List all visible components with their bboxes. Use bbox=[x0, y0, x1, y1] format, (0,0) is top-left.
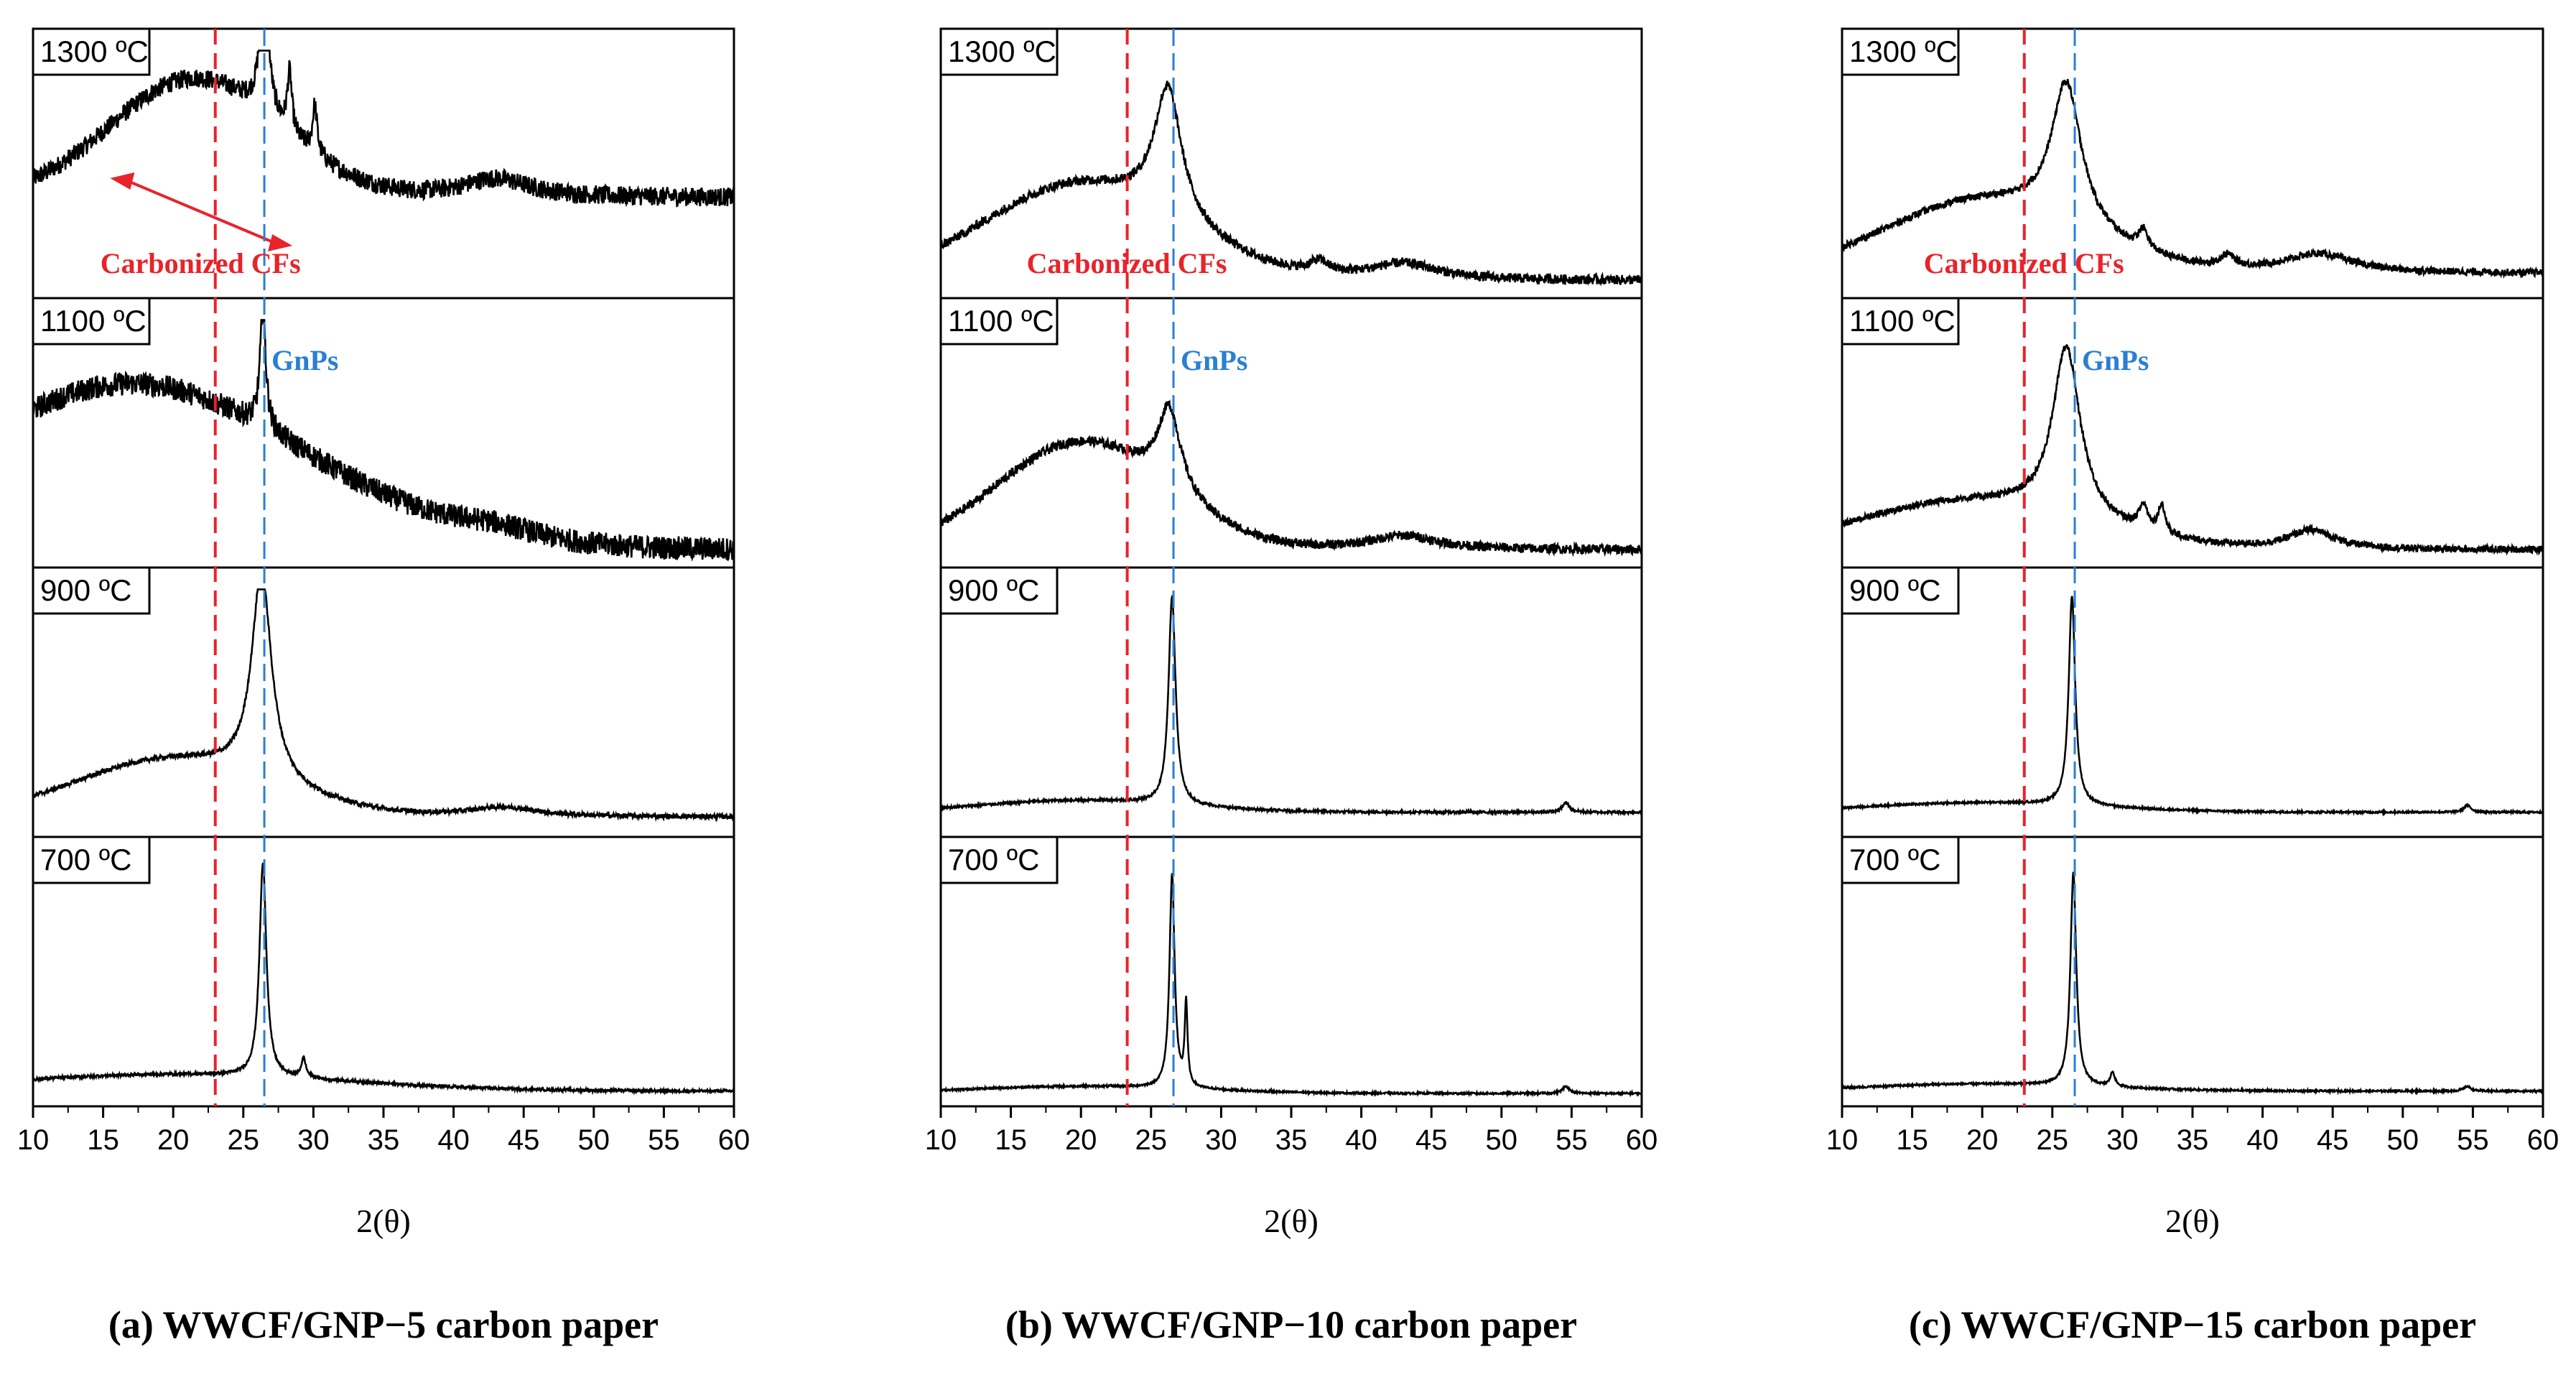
x-tick-label: 15 bbox=[87, 1124, 119, 1156]
x-tick-label: 20 bbox=[1065, 1124, 1097, 1156]
x-tick-label: 30 bbox=[2106, 1124, 2139, 1156]
xrd-trace bbox=[1841, 596, 2544, 817]
x-tick-label: 25 bbox=[2037, 1124, 2069, 1156]
figure-caption: (b) WWCF/GNP−10 carbon paper bbox=[1005, 1303, 1577, 1346]
xrd-trace bbox=[32, 319, 735, 562]
temperature-label: 1300 ºC bbox=[40, 34, 149, 68]
x-tick-label: 45 bbox=[1415, 1124, 1448, 1156]
panel-4: 700 ºC bbox=[32, 835, 735, 1108]
x-tick-label: 30 bbox=[297, 1124, 330, 1156]
x-axis-label: 2(θ) bbox=[2165, 1203, 2220, 1239]
temperature-label-box bbox=[939, 27, 1059, 76]
xrd-trace bbox=[939, 594, 1642, 818]
temperature-label-box bbox=[1841, 835, 1960, 884]
x-tick-label: 50 bbox=[1486, 1124, 1518, 1156]
panel-3: 900 ºC bbox=[1841, 566, 2544, 838]
panel-2: 1100 ºC bbox=[939, 297, 1643, 569]
x-tick-label: 30 bbox=[1205, 1124, 1237, 1156]
temperature-label-box bbox=[1841, 27, 1960, 76]
xrd-trace bbox=[939, 873, 1642, 1098]
temperature-label: 900 ºC bbox=[40, 573, 131, 607]
xrd-trace bbox=[1841, 343, 2544, 556]
temperature-label-box bbox=[939, 566, 1059, 615]
xrd-trace bbox=[32, 588, 735, 823]
panel-4: 700 ºC bbox=[1841, 835, 2544, 1108]
carbonized-cfs-label: Carbonized CFs bbox=[1924, 247, 2124, 279]
x-axis-label: 2(θ) bbox=[1264, 1203, 1319, 1239]
xrd-trace bbox=[1841, 871, 2544, 1096]
temperature-label-box bbox=[1841, 566, 1960, 615]
x-tick-label: 60 bbox=[1626, 1124, 1658, 1156]
temperature-label: 700 ºC bbox=[1849, 843, 1940, 876]
temperature-label-box bbox=[939, 835, 1059, 884]
panel-2: 1100 ºC bbox=[32, 297, 735, 569]
temperature-label: 1300 ºC bbox=[1849, 34, 1958, 68]
x-tick-label: 55 bbox=[1556, 1124, 1588, 1156]
x-tick-label: 35 bbox=[2177, 1124, 2209, 1156]
panel-2: 1100 ºC bbox=[1841, 297, 2544, 569]
x-tick-label: 10 bbox=[1826, 1124, 1859, 1156]
carbonized-cfs-label: Carbonized CFs bbox=[1027, 247, 1227, 279]
gnps-label: GnPs bbox=[271, 344, 338, 376]
panel-1: 1300 ºC bbox=[939, 27, 1643, 300]
x-axis-label: 2(θ) bbox=[356, 1203, 411, 1239]
xrd-trace bbox=[32, 862, 735, 1096]
panel-3: 900 ºC bbox=[32, 566, 735, 838]
xrd-trace bbox=[939, 399, 1643, 557]
xrd-figure-2: 1300 ºC 1100 ºC 900 ºC 700 ºC Carbonized CFs… bbox=[925, 27, 1658, 1346]
xrd-trace bbox=[32, 50, 735, 208]
x-tick-label: 40 bbox=[1345, 1124, 1377, 1156]
xrd-trace bbox=[1841, 78, 2544, 279]
temperature-label-box bbox=[32, 297, 151, 346]
temperature-label-box bbox=[939, 297, 1059, 346]
x-tick-label: 45 bbox=[2317, 1124, 2349, 1156]
xrd-figure-1: 1300 ºC 1100 ºC 900 ºC 700 ºC Carbonized CFs… bbox=[17, 27, 750, 1346]
x-tick-label: 35 bbox=[368, 1124, 400, 1156]
x-tick-label: 15 bbox=[995, 1124, 1027, 1156]
carbonized-cfs-label: Carbonized CFs bbox=[101, 247, 301, 279]
x-tick-label: 10 bbox=[925, 1124, 957, 1156]
x-tick-label: 20 bbox=[157, 1124, 190, 1156]
temperature-label: 900 ºC bbox=[948, 573, 1039, 607]
temperature-label-box bbox=[32, 835, 151, 884]
x-tick-label: 50 bbox=[578, 1124, 610, 1156]
x-tick-label: 50 bbox=[2387, 1124, 2419, 1156]
temperature-label-box bbox=[32, 566, 151, 615]
panel-4: 700 ºC bbox=[939, 835, 1643, 1108]
carbonized-arrow bbox=[110, 172, 293, 251]
x-tick-label: 55 bbox=[648, 1124, 680, 1156]
x-tick-label: 40 bbox=[437, 1124, 470, 1156]
x-tick-label: 15 bbox=[1896, 1124, 1928, 1156]
x-tick-label: 45 bbox=[508, 1124, 540, 1156]
x-tick-label: 60 bbox=[718, 1124, 750, 1156]
temperature-label: 1300 ºC bbox=[948, 34, 1056, 68]
xrd-figure-3: 1300 ºC 1100 ºC 900 ºC 700 ºC Carbonized CFs… bbox=[1826, 27, 2559, 1346]
temperature-label-box bbox=[1841, 297, 1960, 346]
temperature-label: 700 ºC bbox=[40, 843, 131, 876]
panel-3: 900 ºC bbox=[939, 566, 1643, 838]
x-tick-label: 60 bbox=[2527, 1124, 2559, 1156]
xrd-trace bbox=[940, 80, 1643, 287]
figure-caption: (c) WWCF/GNP−15 carbon paper bbox=[1909, 1303, 2476, 1346]
temperature-label: 1100 ºC bbox=[948, 304, 1054, 338]
x-tick-label: 10 bbox=[17, 1124, 50, 1156]
x-tick-label: 25 bbox=[1135, 1124, 1168, 1156]
temperature-label: 900 ºC bbox=[1849, 573, 1940, 607]
temperature-label-box bbox=[32, 27, 151, 76]
gnps-label: GnPs bbox=[1181, 344, 1247, 376]
x-tick-label: 55 bbox=[2457, 1124, 2489, 1156]
figure-caption: (a) WWCF/GNP−5 carbon paper bbox=[108, 1303, 659, 1346]
x-tick-label: 20 bbox=[1966, 1124, 1999, 1156]
temperature-label: 700 ºC bbox=[948, 843, 1039, 876]
x-tick-label: 40 bbox=[2246, 1124, 2279, 1156]
gnps-label: GnPs bbox=[2082, 344, 2149, 376]
x-tick-label: 35 bbox=[1275, 1124, 1308, 1156]
temperature-label: 1100 ºC bbox=[1849, 304, 1956, 338]
x-tick-label: 25 bbox=[228, 1124, 260, 1156]
temperature-label: 1100 ºC bbox=[40, 304, 147, 338]
